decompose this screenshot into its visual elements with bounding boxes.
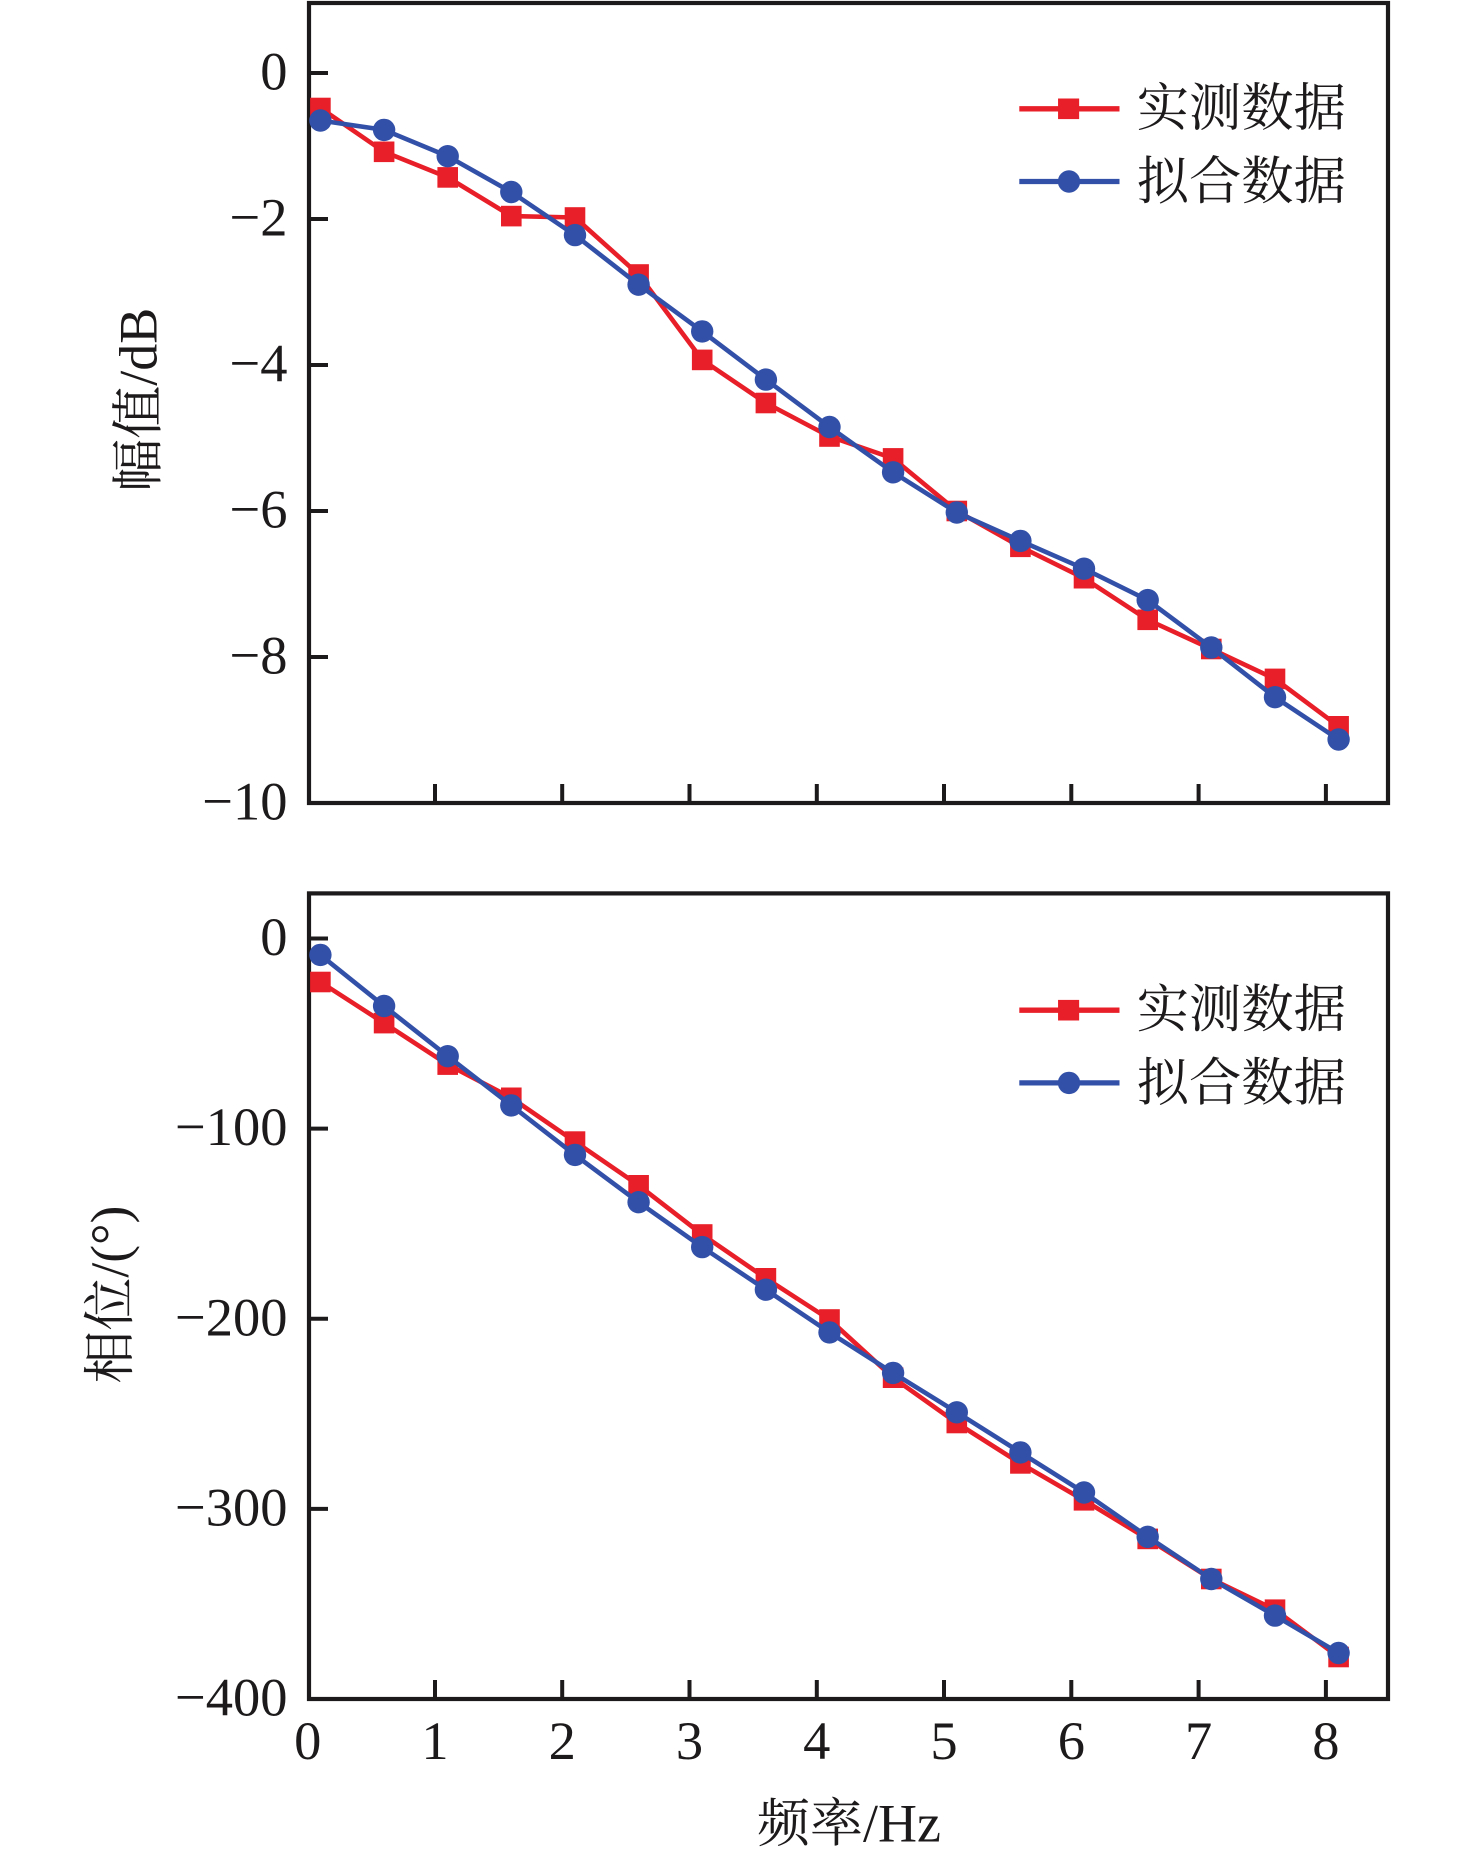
svg-text:−4: −4 bbox=[230, 333, 288, 394]
svg-text:/(°): /(°) bbox=[80, 1206, 140, 1278]
svg-text:4: 4 bbox=[803, 1710, 830, 1771]
svg-text:−100: −100 bbox=[175, 1096, 288, 1157]
svg-text:0: 0 bbox=[294, 1710, 321, 1771]
svg-text:8: 8 bbox=[1312, 1710, 1339, 1771]
svg-text:−400: −400 bbox=[175, 1667, 288, 1728]
svg-text:−300: −300 bbox=[175, 1477, 288, 1538]
svg-text:0: 0 bbox=[260, 906, 287, 967]
svg-text:0: 0 bbox=[260, 41, 287, 102]
svg-text:−10: −10 bbox=[202, 771, 287, 832]
svg-text:/Hz: /Hz bbox=[863, 1794, 941, 1854]
svg-text:−200: −200 bbox=[175, 1286, 288, 1347]
svg-text:−8: −8 bbox=[230, 625, 288, 686]
svg-text:/dB: /dB bbox=[109, 308, 169, 386]
svg-text:5: 5 bbox=[930, 1710, 957, 1771]
svg-text:−2: −2 bbox=[230, 187, 288, 248]
svg-text:7: 7 bbox=[1185, 1710, 1212, 1771]
svg-text:3: 3 bbox=[676, 1710, 703, 1771]
svg-text:−6: −6 bbox=[230, 479, 288, 540]
svg-text:1: 1 bbox=[421, 1710, 448, 1771]
svg-text:6: 6 bbox=[1058, 1710, 1085, 1771]
svg-text:2: 2 bbox=[549, 1710, 576, 1771]
